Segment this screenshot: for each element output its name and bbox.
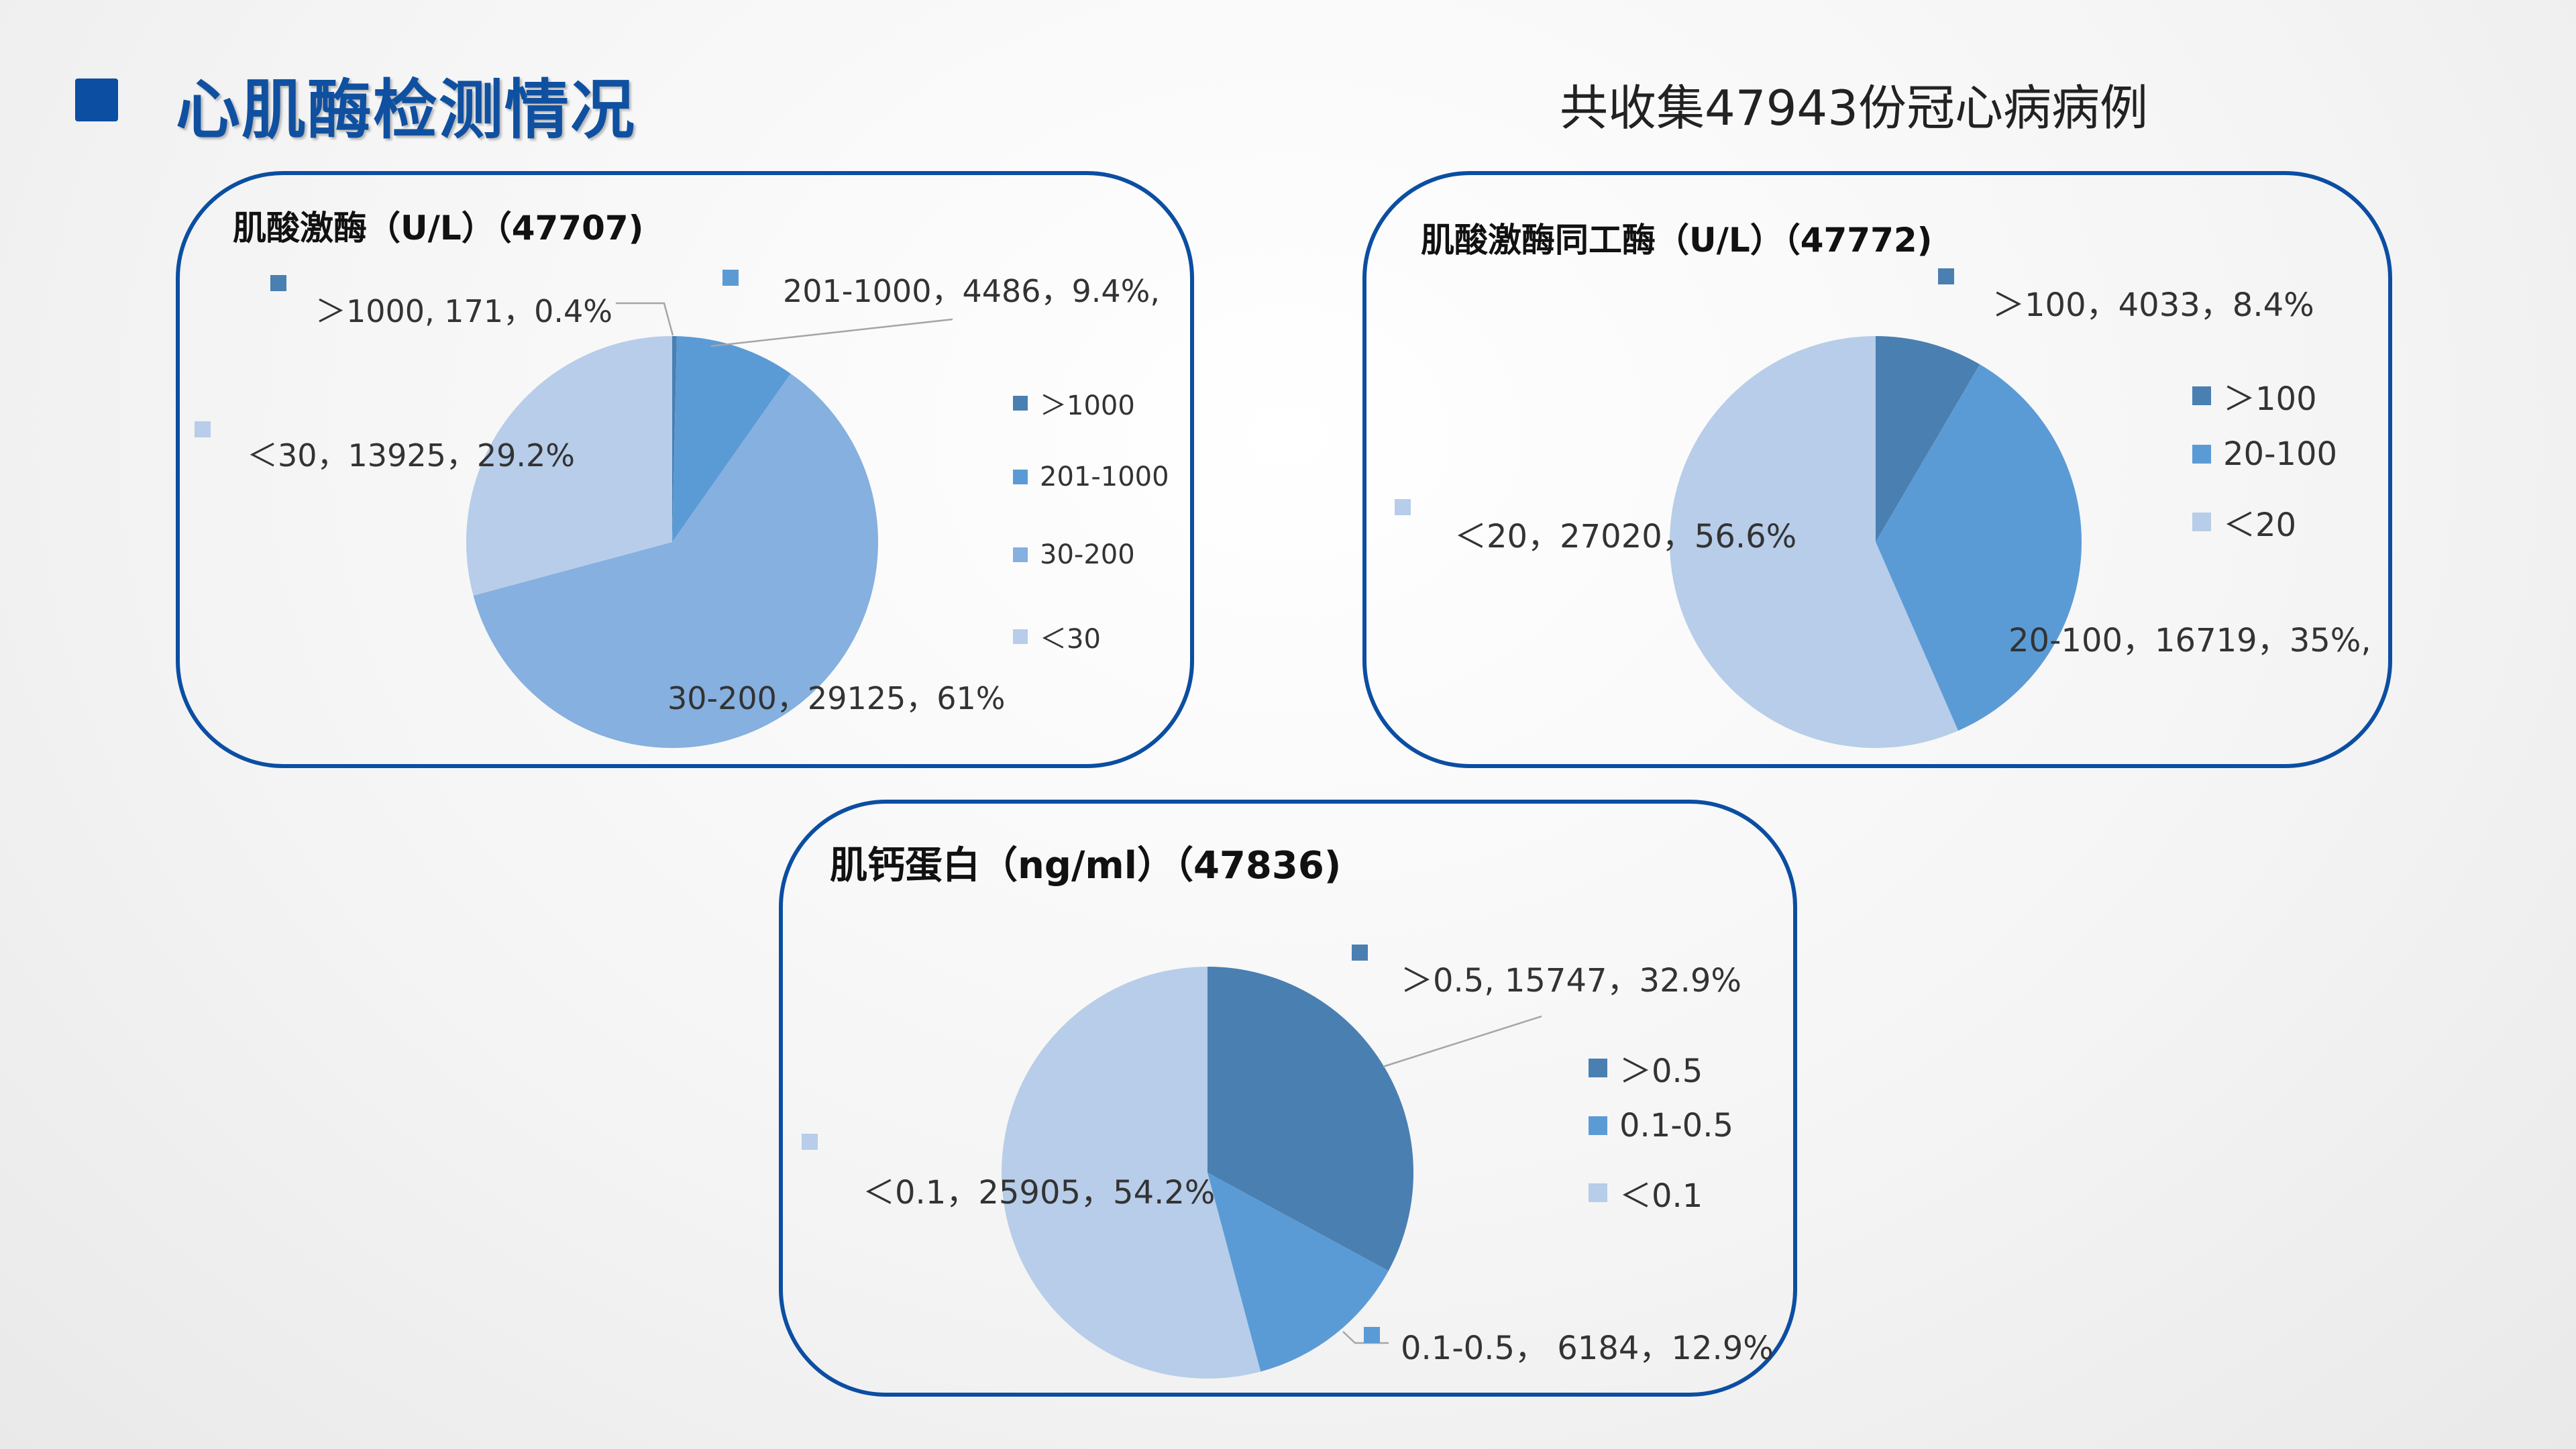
legend-label-trop-01-05: 0.1-0.5 — [1619, 1107, 1733, 1144]
legend-label-ckmb-20-100: 20-100 — [2223, 435, 2338, 473]
legend-item-trop-gt05: ＞0.5 — [1589, 1044, 1703, 1091]
page-subtitle: 共收集47943份冠心病病例 — [1560, 80, 2149, 136]
legend-item-ckmb-20-100: 20-100 — [2192, 435, 2337, 473]
pie-slice-ck-30-200 — [473, 373, 879, 748]
legend-item-ck-201-1000: 201-1000 — [1013, 462, 1169, 492]
data-label-swatch-trop-lt01 — [802, 1134, 818, 1150]
legend-swatch-ckmb-lt20 — [2192, 513, 2211, 531]
pie-slice-ck-gt1000 — [672, 336, 677, 542]
pie-slice-ck-lt30 — [466, 335, 672, 596]
chart-panel-troponin — [779, 800, 1797, 1397]
leader-line-trop-01-05 — [1342, 1331, 1389, 1344]
data-label-ck-lt30: ＜30，13925，29.2% — [247, 437, 575, 474]
data-label-swatch-ck-gt1000 — [270, 275, 286, 291]
legend-swatch-ck-gt1000 — [1013, 396, 1028, 411]
pie-slice-trop-gt05 — [1208, 967, 1413, 1271]
legend-item-ckmb-lt20: ＜20 — [2192, 498, 2296, 545]
data-label-swatch-ck-201-1000 — [722, 270, 739, 286]
legend-swatch-ckmb-20-100 — [2192, 445, 2211, 464]
pie-slice-ck-201-1000 — [672, 336, 791, 542]
data-label-ckmb-20-100: 20-100，16719，35%, — [2008, 622, 2371, 659]
data-label-ck-gt1000: ＞1000, 171，0.4% — [315, 293, 612, 329]
leader-line-ck-gt1000 — [616, 302, 674, 336]
chart-title-ckmb: 肌酸激酶同工酶（U/L）（47772) — [1421, 221, 1933, 260]
legend-label-trop-gt05: ＞0.5 — [1619, 1053, 1703, 1090]
data-label-trop-lt01: ＜0.1，25905，54.2% — [863, 1174, 1216, 1212]
page-title: 心肌酶检测情况 — [176, 72, 636, 148]
chart-panel-ckmb — [1362, 171, 2392, 768]
legend-swatch-trop-01-05 — [1589, 1116, 1607, 1135]
data-label-trop-01-05: 0.1-0.5， 6184，12.9% — [1401, 1330, 1774, 1367]
legend-label-trop-lt01: ＜0.1 — [1619, 1177, 1703, 1215]
legend-item-ck-gt1000: ＞1000 — [1013, 384, 1135, 423]
data-label-trop-gt05: ＞0.5, 15747，32.9% — [1401, 962, 1742, 1000]
legend-item-ck-lt30: ＜30 — [1013, 617, 1101, 656]
legend-swatch-ck-lt30 — [1013, 629, 1028, 644]
data-label-swatch-trop-gt05 — [1352, 945, 1368, 961]
leader-line-ck-201-1000 — [710, 318, 953, 347]
legend-label-ck-201-1000: 201-1000 — [1040, 462, 1169, 492]
data-label-swatch-ckmb-lt20 — [1395, 499, 1411, 515]
pie-slice-trop-01-05 — [1208, 1173, 1389, 1372]
legend-swatch-ck-30-200 — [1013, 547, 1028, 562]
legend-label-ck-lt30: ＜30 — [1040, 624, 1101, 655]
data-label-ck-201-1000: 201-1000，4486，9.4%, — [783, 273, 1161, 309]
legend-label-ck-30-200: 30-200 — [1040, 539, 1135, 570]
pie-slice-trop-lt01 — [1001, 967, 1261, 1379]
pie-slice-ckmb-gt100 — [1876, 336, 1980, 542]
legend-label-ckmb-gt100: ＞100 — [2223, 380, 2317, 418]
legend-item-trop-lt01: ＜0.1 — [1589, 1169, 1703, 1216]
chart-title-ck: 肌酸激酶（U/L）（47707) — [233, 209, 644, 248]
data-label-swatch-ck-lt30 — [195, 421, 211, 437]
pie-slice-ckmb-lt20 — [1669, 336, 1958, 749]
pie-slice-ckmb-20-100 — [1876, 364, 2082, 731]
data-label-swatch-trop-01-05 — [1364, 1327, 1380, 1343]
legend-swatch-ckmb-gt100 — [2192, 386, 2211, 405]
data-label-ck-30-200: 30-200，29125，61% — [667, 680, 1006, 716]
legend-item-ck-30-200: 30-200 — [1013, 539, 1135, 570]
chart-title-troponin: 肌钙蛋白（ng/ml）（47836) — [830, 844, 1342, 888]
legend-label-ckmb-lt20: ＜20 — [2223, 506, 2297, 544]
title-square-icon — [75, 78, 118, 121]
data-label-ckmb-lt20: ＜20，27020，56.6% — [1454, 518, 1797, 555]
chart-panel-ck — [176, 171, 1194, 768]
legend-label-ck-gt1000: ＞1000 — [1040, 390, 1135, 421]
legend-item-ckmb-gt100: ＞100 — [2192, 372, 2317, 419]
legend-swatch-trop-lt01 — [1589, 1183, 1607, 1202]
data-label-swatch-ckmb-gt100 — [1938, 268, 1954, 284]
legend-swatch-ck-201-1000 — [1013, 470, 1028, 484]
data-label-ckmb-gt100: ＞100，4033，8.4% — [1992, 286, 2314, 324]
legend-swatch-trop-gt05 — [1589, 1059, 1607, 1077]
leader-line-trop-gt05 — [1383, 1015, 1542, 1068]
legend-item-trop-01-05: 0.1-0.5 — [1589, 1107, 1733, 1144]
